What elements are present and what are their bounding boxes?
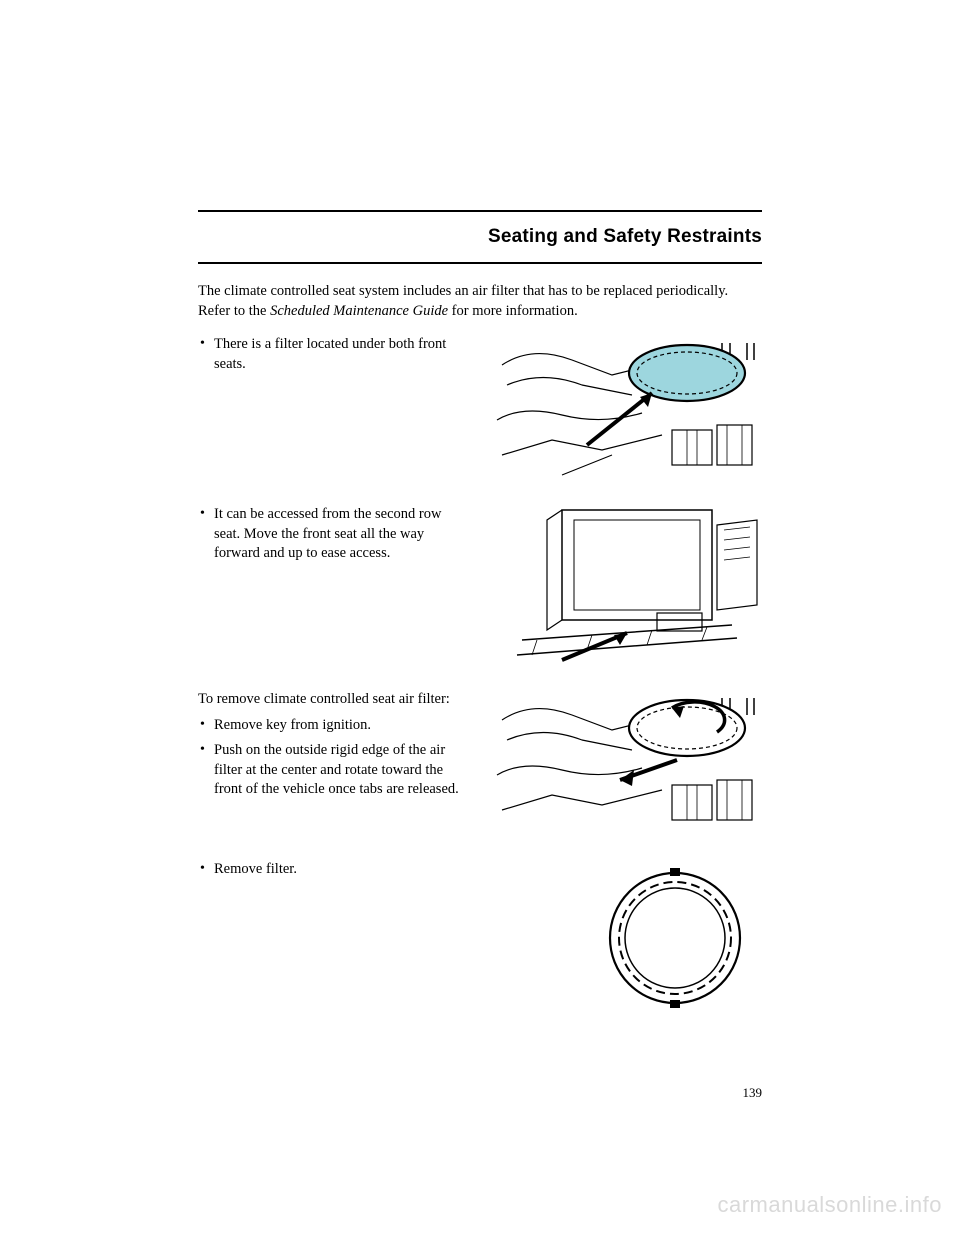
section-access: It can be accessed from the second row s… [198, 505, 762, 670]
remove-lead: To remove climate controlled seat air fi… [198, 690, 468, 710]
diagram-filter-alone [587, 860, 762, 1015]
bullet-filter-location: There is a filter located under both fro… [198, 335, 468, 374]
diagram-underseat-filter [492, 335, 762, 485]
bullet-remove-key: Remove key from ignition. [198, 716, 468, 736]
diagram-seat-access [492, 505, 762, 670]
intro-paragraph: The climate controlled seat system inclu… [198, 282, 762, 321]
watermark: carmanualsonline.info [717, 1192, 942, 1218]
bullet-push-rotate: Push on the outside rigid edge of the ai… [198, 741, 468, 800]
diagram-rotate-filter [492, 690, 762, 840]
header-title: Seating and Safety Restraints [488, 226, 762, 247]
bullet-access: It can be accessed from the second row s… [198, 505, 468, 564]
page-number: 139 [743, 1085, 763, 1101]
intro-italic: Scheduled Maintenance Guide [270, 303, 448, 319]
section-remove-filter: Remove filter. [198, 860, 762, 1015]
bullet-remove-filter: Remove filter. [198, 860, 468, 880]
intro-post: for more information. [452, 303, 578, 319]
section-filter-location: There is a filter located under both fro… [198, 335, 762, 485]
section-remove-steps: To remove climate controlled seat air fi… [198, 690, 762, 840]
section-header: Seating and Safety Restraints [198, 210, 762, 264]
